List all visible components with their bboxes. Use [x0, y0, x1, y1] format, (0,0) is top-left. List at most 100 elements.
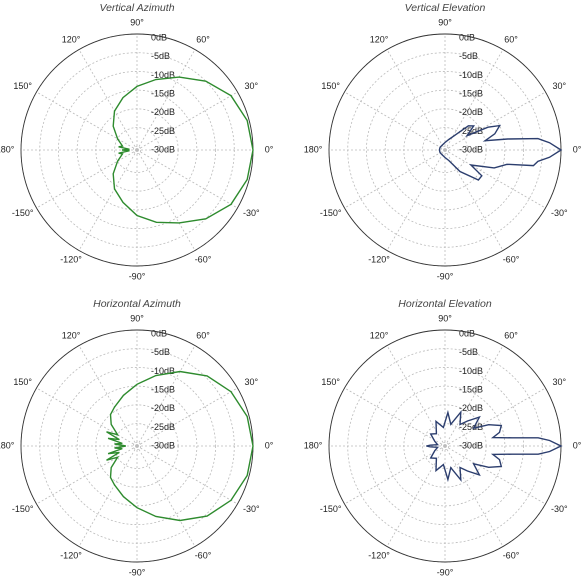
- radial-tick-label: -10dB: [151, 366, 175, 376]
- angle-tick-label: -30°: [243, 208, 260, 218]
- angle-tick-label: 180°: [0, 440, 15, 450]
- radial-tick-label: -15dB: [151, 385, 175, 395]
- angle-grid-line: [444, 387, 546, 447]
- angle-tick-label: 0°: [265, 440, 274, 450]
- radial-tick-label: 0dB: [151, 328, 167, 338]
- radial-tick-label: -20dB: [151, 107, 175, 117]
- radial-grid-ring: [366, 71, 524, 229]
- angle-grid-line: [136, 387, 238, 447]
- angle-tick-label: -150°: [320, 504, 342, 514]
- radial-tick-label: -30dB: [151, 145, 175, 155]
- angle-tick-label: -120°: [368, 254, 390, 264]
- radial-tick-label: -10dB: [459, 70, 483, 80]
- angle-grid-line: [386, 149, 446, 251]
- angle-tick-label: 90°: [130, 17, 144, 27]
- angle-grid-line: [78, 149, 138, 251]
- angle-tick-label: 30°: [553, 377, 567, 387]
- angle-grid-line: [136, 91, 238, 151]
- radial-grid-ring: [95, 404, 179, 488]
- pattern-line: [438, 124, 563, 181]
- angle-grid-line: [344, 149, 446, 209]
- radial-grid-ring: [132, 441, 142, 451]
- radial-grid-ring: [114, 423, 160, 469]
- radial-tick-label: -5dB: [459, 347, 478, 357]
- angle-grid-line: [78, 49, 138, 151]
- angle-tick-label: 60°: [196, 34, 210, 44]
- chart-title: Horizontal Azimuth: [93, 298, 181, 310]
- radial-tick-label: -20dB: [151, 403, 175, 413]
- radial-grid-ring: [403, 108, 487, 192]
- radial-grid-ring: [58, 71, 216, 229]
- angle-tick-label: 90°: [438, 17, 452, 27]
- angle-tick-label: 0°: [573, 440, 582, 450]
- angle-tick-label: 150°: [321, 81, 340, 91]
- radial-tick-label: -10dB: [151, 70, 175, 80]
- radial-grid-ring: [440, 145, 450, 155]
- angle-tick-label: 180°: [304, 440, 323, 450]
- radial-grid-ring: [76, 89, 198, 211]
- angle-tick-label: -120°: [60, 550, 82, 560]
- angle-grid-line: [386, 445, 446, 547]
- pattern-line: [106, 370, 254, 522]
- radial-grid-ring: [95, 108, 179, 192]
- chart-title: Vertical Azimuth: [99, 2, 174, 14]
- angle-tick-label: 180°: [304, 144, 323, 154]
- angle-tick-label: -60°: [503, 550, 520, 560]
- pattern-line: [426, 409, 563, 483]
- angle-tick-label: 30°: [553, 81, 567, 91]
- angle-grid-line: [36, 91, 138, 151]
- angle-tick-label: 90°: [130, 313, 144, 323]
- radial-tick-label: 0dB: [459, 32, 475, 42]
- radial-tick-label: -5dB: [459, 51, 478, 61]
- angle-tick-label: -90°: [129, 271, 146, 281]
- radial-grid-ring: [422, 127, 468, 173]
- radial-grid-ring: [384, 385, 506, 507]
- angle-grid-line: [386, 49, 446, 151]
- angle-tick-label: -120°: [60, 254, 82, 264]
- angle-tick-label: -30°: [551, 504, 568, 514]
- angle-tick-label: -90°: [129, 567, 146, 577]
- angle-tick-label: 60°: [504, 34, 518, 44]
- angle-tick-label: -150°: [320, 208, 342, 218]
- angle-tick-label: 60°: [196, 330, 210, 340]
- angle-grid-line: [386, 345, 446, 447]
- angle-grid-line: [36, 445, 138, 505]
- angle-tick-label: -120°: [368, 550, 390, 560]
- radial-grid-ring: [76, 385, 198, 507]
- angle-grid-line: [444, 91, 546, 151]
- angle-tick-label: -30°: [243, 504, 260, 514]
- radial-tick-label: -10dB: [459, 366, 483, 376]
- angle-tick-label: 60°: [504, 330, 518, 340]
- angle-tick-label: -60°: [195, 550, 212, 560]
- radial-tick-label: -25dB: [151, 126, 175, 136]
- angle-tick-label: 120°: [370, 330, 389, 340]
- angle-grid-line: [444, 149, 546, 209]
- angle-tick-label: -30°: [551, 208, 568, 218]
- radial-grid-ring: [39, 348, 235, 544]
- radial-tick-label: -5dB: [151, 347, 170, 357]
- angle-tick-label: -90°: [437, 271, 454, 281]
- radial-tick-label: -30dB: [151, 441, 175, 451]
- angle-tick-label: -150°: [12, 208, 34, 218]
- angle-tick-label: -60°: [195, 254, 212, 264]
- angle-grid-line: [78, 345, 138, 447]
- angle-grid-line: [444, 445, 546, 505]
- radial-grid-ring: [347, 52, 543, 248]
- radial-tick-label: -30dB: [459, 145, 483, 155]
- angle-tick-label: 90°: [438, 313, 452, 323]
- angle-tick-label: 0°: [265, 144, 274, 154]
- radial-tick-label: 0dB: [459, 328, 475, 338]
- angle-grid-line: [444, 49, 504, 151]
- chart-title: Horizontal Elevation: [398, 298, 492, 310]
- radial-tick-label: -30dB: [459, 441, 483, 451]
- angle-grid-line: [36, 387, 138, 447]
- angle-tick-label: 180°: [0, 144, 15, 154]
- angle-grid-line: [444, 149, 504, 251]
- angle-tick-label: -90°: [437, 567, 454, 577]
- radial-grid-ring: [114, 127, 160, 173]
- chart-title: Vertical Elevation: [405, 2, 486, 14]
- angle-grid-line: [344, 387, 446, 447]
- angle-grid-line: [444, 445, 504, 547]
- angle-tick-label: -150°: [12, 504, 34, 514]
- radial-grid-ring: [132, 145, 142, 155]
